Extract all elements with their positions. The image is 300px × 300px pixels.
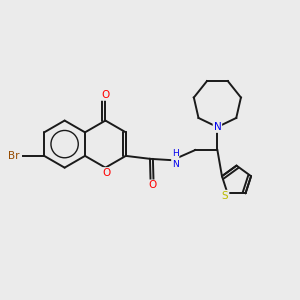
Text: S: S (222, 191, 229, 201)
Text: H
N: H N (172, 149, 179, 169)
Text: Br: Br (8, 151, 20, 161)
Text: N: N (214, 122, 221, 132)
Text: O: O (148, 180, 156, 190)
Text: O: O (101, 90, 110, 100)
Text: O: O (103, 168, 111, 178)
